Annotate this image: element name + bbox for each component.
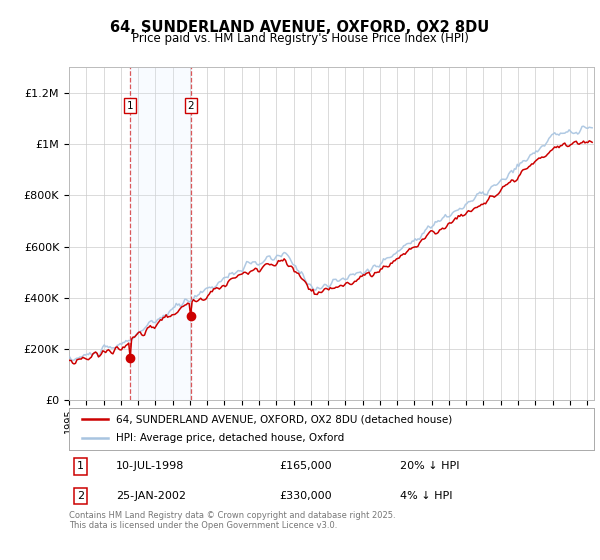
Text: 1: 1 [77, 461, 84, 472]
Text: 64, SUNDERLAND AVENUE, OXFORD, OX2 8DU (detached house): 64, SUNDERLAND AVENUE, OXFORD, OX2 8DU (… [116, 414, 452, 424]
Text: 64, SUNDERLAND AVENUE, OXFORD, OX2 8DU: 64, SUNDERLAND AVENUE, OXFORD, OX2 8DU [110, 20, 490, 35]
Text: HPI: Average price, detached house, Oxford: HPI: Average price, detached house, Oxfo… [116, 433, 344, 444]
Text: 1: 1 [127, 101, 133, 111]
Text: Contains HM Land Registry data © Crown copyright and database right 2025.
This d: Contains HM Land Registry data © Crown c… [69, 511, 395, 530]
Text: 2: 2 [187, 101, 194, 111]
Text: 10-JUL-1998: 10-JUL-1998 [116, 461, 185, 472]
Text: 25-JAN-2002: 25-JAN-2002 [116, 491, 186, 501]
Text: 20% ↓ HPI: 20% ↓ HPI [400, 461, 459, 472]
Text: 2: 2 [77, 491, 84, 501]
Text: £330,000: £330,000 [279, 491, 332, 501]
Text: £165,000: £165,000 [279, 461, 332, 472]
Text: 4% ↓ HPI: 4% ↓ HPI [400, 491, 452, 501]
Text: Price paid vs. HM Land Registry's House Price Index (HPI): Price paid vs. HM Land Registry's House … [131, 32, 469, 45]
Bar [130, 67, 191, 400]
